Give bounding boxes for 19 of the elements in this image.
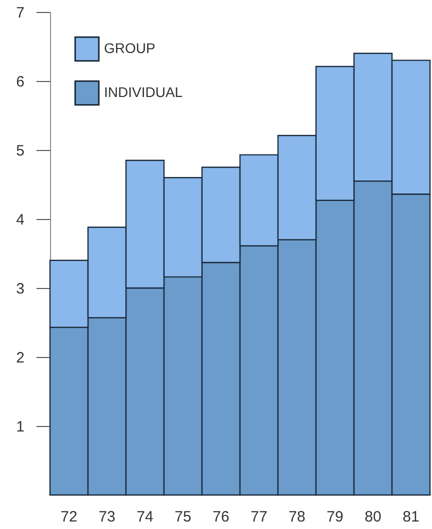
- y-tick-label: 6: [16, 74, 24, 90]
- y-tick-label: 5: [16, 142, 24, 160]
- x-tick-label: 78: [288, 508, 306, 526]
- x-tick-label: 77: [250, 508, 268, 526]
- legend-label: INDIVIDUAL: [104, 84, 183, 100]
- x-tick-label: 72: [60, 508, 78, 526]
- y-tick-label: 2: [16, 350, 24, 366]
- x-tick-label: 81: [402, 508, 420, 526]
- y-tick-label: 4: [16, 212, 24, 228]
- x-tick-label: 76: [212, 508, 230, 526]
- x-tick-label: 80: [364, 508, 382, 526]
- x-tick-label: 75: [174, 508, 192, 526]
- x-tick-label: 73: [98, 508, 116, 526]
- y-tick-label: 1: [16, 418, 24, 436]
- y-tick-label: 3: [16, 280, 24, 298]
- legend-label: GROUP: [104, 40, 156, 56]
- x-tick-label: 74: [136, 508, 154, 526]
- x-tick-label: 79: [326, 508, 344, 526]
- y-tick-label: 7: [16, 4, 24, 22]
